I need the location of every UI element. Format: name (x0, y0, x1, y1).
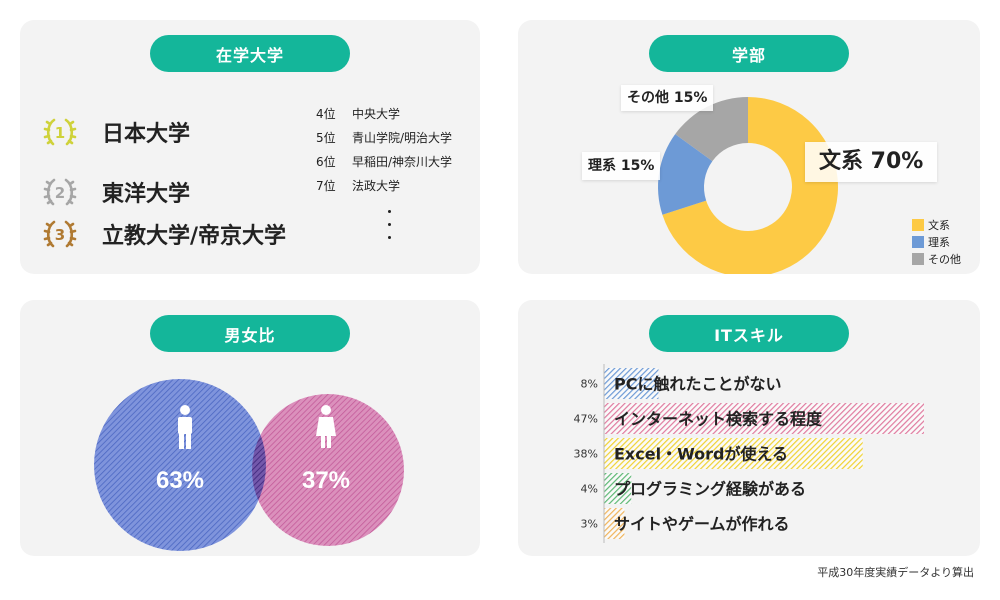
male-icon (178, 405, 192, 449)
rank-row-1: 1 日本大学 (40, 112, 190, 152)
rank-3-medal-icon: 3 (43, 220, 77, 248)
bar-value-label-3: 38% (574, 448, 598, 461)
gender-title: 男女比 (150, 315, 350, 352)
it-skill-bar-chart: 8% PCに触れたことがない 47% インターネット検索する程度 38% Excel・Wo… (574, 364, 924, 543)
rank-row-2: 2 東洋大学 (40, 172, 190, 212)
bar-2 (604, 403, 924, 434)
bar-category-label-2: インターネット検索する程度 (614, 410, 823, 429)
donut-slice-3 (675, 97, 748, 162)
bar-category-label-3: Excel・Wordが使える (614, 445, 788, 464)
bar-4 (604, 473, 632, 504)
rank-1-number: 1 (55, 124, 65, 142)
bar-3 (604, 438, 863, 469)
it-skill-title: ITスキル (649, 315, 849, 352)
rank-1-university: 日本大学 (102, 122, 191, 147)
label-bunkei: 文系 70% (805, 142, 938, 182)
rank-row-3: 3 立教大学/帝京大学 (40, 214, 286, 254)
male-percent-label: 63% (156, 467, 204, 494)
legend-item-rikei: 理系 (912, 233, 961, 250)
bar-value-label-1: 8% (581, 378, 598, 391)
other-ranks-list: 4位 中央大学 5位 青山学院/明治大学 6位 早稲田/神奈川大学 7位 法政大学 (316, 102, 452, 198)
rank-3-number: 3 (55, 226, 65, 244)
gender-card: 63% 37% 男女比 (20, 300, 480, 556)
legend-item-bunkei: 文系 (912, 216, 961, 233)
faculty-title: 学部 (649, 35, 849, 72)
faculty-card: 学部 その他 15% 理系 15% 文系 70% 文系 理系 その他 (518, 20, 980, 274)
faculty-donut-chart (658, 97, 838, 274)
rank-1-medal-icon: 1 (43, 118, 77, 146)
university-title: 在学大学 (150, 35, 350, 72)
rank-3-university: 立教大学/帝京大学 (102, 224, 287, 249)
label-rikei: 理系 15% (582, 152, 661, 180)
bar-1 (604, 368, 659, 399)
label-other: その他 15% (621, 85, 714, 111)
donut-slice-1 (662, 97, 838, 274)
source-footnote: 平成30年度実績データより算出 (817, 566, 974, 579)
female-icon (316, 405, 336, 448)
university-card: 在学大学 1 日本大学 2 東洋大学 (20, 20, 480, 274)
faculty-legend: 文系 理系 その他 (912, 216, 961, 267)
bar-5 (604, 508, 625, 539)
gender-ratio-chart: 63% 37% (94, 379, 404, 551)
bar-value-label-5: 3% (581, 518, 598, 531)
donut-slice-2 (658, 134, 713, 215)
rank-2-number: 2 (55, 184, 65, 202)
rank-2-university: 東洋大学 (102, 182, 191, 207)
bar-category-label-1: PCに触れたことがない (614, 375, 781, 394)
legend-item-other: その他 (912, 250, 961, 267)
list-item: 6位 早稲田/神奈川大学 (316, 155, 453, 169)
bar-value-label-2: 47% (574, 413, 598, 426)
bar-value-label-4: 4% (581, 483, 598, 496)
female-circle (252, 394, 404, 546)
more-ellipsis-icon (388, 210, 391, 249)
list-item: 7位 法政大学 (316, 179, 401, 193)
male-circle (94, 379, 266, 551)
bar-category-label-5: サイトやゲームが作れる (614, 515, 790, 534)
bar-category-label-4: プログラミング経験がある (614, 480, 806, 499)
female-percent-label: 37% (302, 467, 350, 494)
rank-2-medal-icon: 2 (43, 178, 77, 206)
it-skill-card: 8% PCに触れたことがない 47% インターネット検索する程度 38% Excel・Wo… (518, 300, 980, 556)
list-item: 4位 中央大学 (316, 107, 401, 121)
list-item: 5位 青山学院/明治大学 (316, 131, 453, 145)
